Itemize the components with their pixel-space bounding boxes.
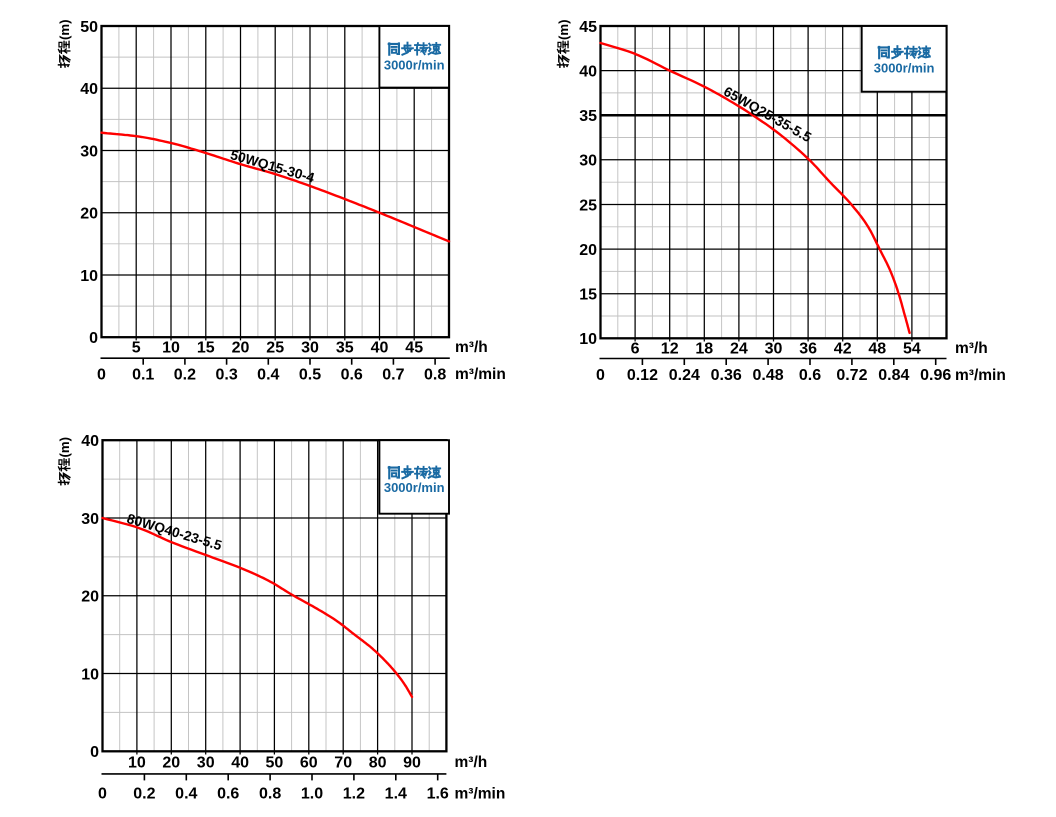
svg-text:0.4: 0.4	[257, 366, 279, 383]
svg-text:48: 48	[868, 340, 886, 357]
svg-text:30: 30	[301, 339, 319, 356]
svg-text:5: 5	[132, 339, 141, 356]
svg-text:10: 10	[80, 268, 98, 285]
svg-text:40: 40	[81, 433, 99, 450]
svg-text:0: 0	[596, 367, 605, 384]
svg-text:m³/h: m³/h	[455, 754, 488, 771]
svg-text:m³/h: m³/h	[455, 339, 488, 356]
svg-text:20: 20	[80, 206, 98, 223]
svg-text:10: 10	[128, 754, 146, 771]
svg-text:35: 35	[336, 339, 354, 356]
svg-text:1.2: 1.2	[343, 786, 365, 803]
svg-text:10: 10	[81, 666, 99, 683]
svg-text:20: 20	[162, 754, 180, 771]
svg-text:20: 20	[579, 242, 597, 259]
svg-text:90: 90	[403, 754, 421, 771]
svg-text:0.1: 0.1	[132, 366, 154, 383]
svg-text:0.72: 0.72	[836, 367, 867, 384]
svg-text:40: 40	[371, 339, 389, 356]
svg-text:0: 0	[90, 744, 99, 761]
svg-text:40: 40	[231, 754, 249, 771]
svg-text:50: 50	[266, 754, 284, 771]
svg-text:0.6: 0.6	[799, 367, 821, 384]
svg-text:40: 40	[80, 81, 98, 98]
svg-text:1.0: 1.0	[301, 786, 323, 803]
svg-text:42: 42	[834, 340, 852, 357]
svg-text:0.3: 0.3	[215, 366, 237, 383]
svg-text:0.24: 0.24	[669, 367, 700, 384]
svg-text:15: 15	[579, 287, 597, 304]
svg-text:18: 18	[695, 340, 713, 357]
svg-text:0.7: 0.7	[382, 366, 404, 383]
svg-text:36: 36	[799, 340, 817, 357]
svg-text:m³/min: m³/min	[455, 366, 506, 383]
svg-text:1.6: 1.6	[427, 786, 449, 803]
svg-text:45: 45	[579, 19, 597, 36]
svg-text:30: 30	[579, 153, 597, 170]
svg-text:35: 35	[579, 108, 597, 125]
svg-text:30: 30	[80, 143, 98, 160]
svg-text:0.5: 0.5	[299, 366, 321, 383]
svg-text:15: 15	[197, 339, 215, 356]
svg-text:0.8: 0.8	[259, 786, 281, 803]
svg-text:50: 50	[80, 19, 98, 36]
svg-text:30: 30	[81, 511, 99, 528]
svg-text:30: 30	[765, 340, 783, 357]
svg-text:40: 40	[579, 63, 597, 80]
svg-text:m³/min: m³/min	[955, 367, 1006, 384]
svg-text:0.96: 0.96	[920, 367, 951, 384]
svg-text:0.12: 0.12	[627, 367, 658, 384]
svg-text:3000r/min: 3000r/min	[384, 480, 445, 495]
svg-text:0.6: 0.6	[341, 366, 363, 383]
svg-text:(m): (m)	[57, 19, 72, 40]
svg-text:25: 25	[266, 339, 284, 356]
svg-text:3000r/min: 3000r/min	[384, 58, 445, 73]
svg-text:m³/min: m³/min	[455, 785, 506, 802]
svg-text:24: 24	[730, 340, 748, 357]
svg-text:80: 80	[369, 754, 387, 771]
svg-text:0: 0	[89, 330, 98, 347]
svg-text:0.48: 0.48	[753, 367, 784, 384]
svg-text:0.6: 0.6	[217, 786, 239, 803]
svg-text:6: 6	[631, 340, 640, 357]
svg-text:0.4: 0.4	[175, 786, 197, 803]
svg-text:30: 30	[197, 754, 215, 771]
svg-text:45: 45	[405, 339, 423, 356]
svg-text:25: 25	[579, 197, 597, 214]
svg-text:(m): (m)	[57, 437, 72, 458]
svg-text:m³/h: m³/h	[955, 340, 988, 357]
svg-text:10: 10	[579, 331, 597, 348]
svg-text:70: 70	[334, 754, 352, 771]
svg-text:20: 20	[232, 339, 250, 356]
svg-text:0.36: 0.36	[711, 367, 742, 384]
svg-text:20: 20	[81, 589, 99, 606]
svg-text:0: 0	[97, 366, 106, 383]
svg-text:1.4: 1.4	[385, 786, 407, 803]
svg-text:0.2: 0.2	[174, 366, 196, 383]
svg-text:0.8: 0.8	[424, 366, 446, 383]
svg-text:12: 12	[661, 340, 679, 357]
svg-text:0.2: 0.2	[133, 786, 155, 803]
svg-text:60: 60	[300, 754, 318, 771]
svg-text:(m): (m)	[556, 19, 571, 40]
svg-text:54: 54	[903, 340, 921, 357]
svg-text:3000r/min: 3000r/min	[874, 60, 935, 75]
svg-text:0.84: 0.84	[878, 367, 909, 384]
svg-text:0: 0	[98, 786, 107, 803]
svg-text:10: 10	[162, 339, 180, 356]
